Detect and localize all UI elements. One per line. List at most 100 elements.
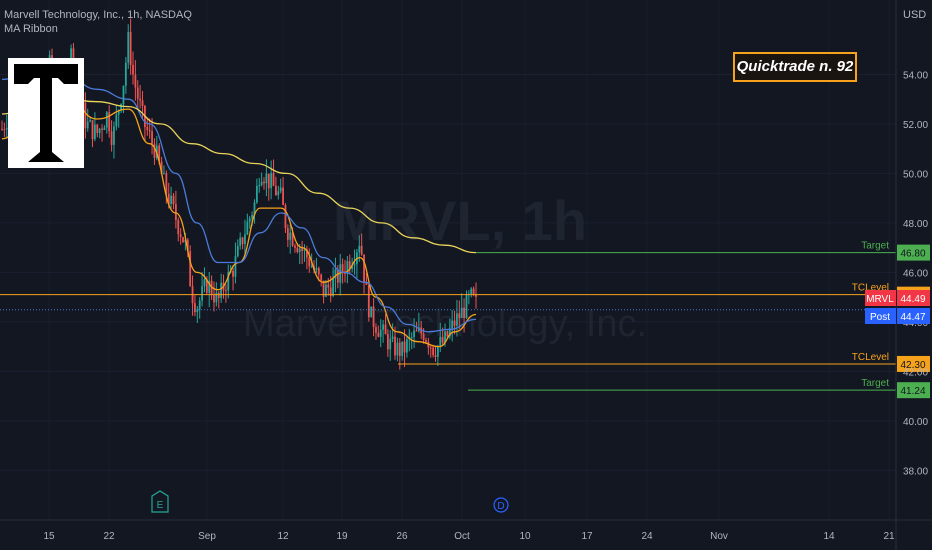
candle-body [456, 313, 458, 326]
candle-body [134, 74, 137, 88]
candle-body [224, 290, 227, 292]
candle-body [186, 239, 189, 252]
earnings-event-icon [151, 490, 169, 513]
currency-label: USD [903, 9, 927, 21]
candle-body [472, 288, 475, 295]
y-tick-label: 40.00 [903, 417, 928, 428]
candle-body [303, 249, 306, 251]
level-price-text: 42.30 [900, 360, 925, 371]
candle-body [93, 124, 96, 140]
candle-body [415, 330, 418, 332]
candle-body [317, 268, 320, 275]
candle-body [251, 214, 254, 219]
dividend-event-label: D [497, 501, 504, 512]
candle-body [139, 98, 142, 101]
candle-body [198, 300, 201, 310]
x-tick-label: 17 [581, 531, 593, 542]
level-label: Target [861, 241, 889, 252]
candle-body [3, 129, 6, 131]
price-tag-value: 44.49 [900, 294, 925, 305]
x-axis[interactable]: 15 22 Sep 12 19 26 Oct 10 17 24 Nov 14 21 [43, 531, 895, 542]
candle-body [234, 256, 237, 277]
candle-body [384, 324, 387, 335]
level-label: TCLevel [852, 283, 889, 294]
candle-body [129, 32, 132, 65]
candle-body [70, 48, 72, 65]
candle-body [396, 342, 399, 356]
candle-body [451, 320, 454, 329]
candle-body [377, 332, 380, 337]
candle-body [205, 279, 208, 293]
candle-body [422, 333, 425, 341]
candle-body [158, 145, 161, 162]
y-tick-label: 46.00 [903, 268, 928, 279]
candle-body [215, 292, 218, 303]
indicator-label[interactable]: MA Ribbon [4, 23, 58, 35]
candle-body [120, 104, 122, 111]
price-tag-name-box [865, 308, 896, 324]
candle-body [98, 128, 101, 134]
candle-body [196, 309, 199, 313]
candle-body [458, 313, 461, 318]
candle-body [260, 181, 263, 185]
candle-body [174, 204, 177, 221]
candle-body [367, 284, 370, 318]
candle-body [263, 181, 265, 184]
candle-body [86, 121, 89, 129]
level-price-text: 41.24 [900, 386, 925, 397]
level-price-text: 46.80 [900, 249, 925, 260]
candle-body [105, 112, 108, 128]
symbol-title[interactable]: Marvell Technology, Inc., 1h, NASDAQ [4, 9, 192, 21]
candle-body [325, 284, 327, 297]
candle-body [151, 131, 153, 144]
t-logo [8, 58, 84, 168]
x-tick-label: Sep [198, 531, 216, 542]
x-tick-label: 24 [641, 531, 653, 542]
candle-body [270, 173, 273, 189]
candle-body [448, 328, 451, 337]
candle-body [203, 279, 206, 287]
candle-body [441, 337, 444, 343]
candle-body [163, 173, 165, 175]
chart-header: Marvell Technology, Inc., 1h, NASDAQ MA … [4, 8, 192, 36]
candle-body [236, 245, 239, 257]
candle-body [470, 288, 473, 295]
candle-body [403, 341, 406, 353]
candle-body [136, 87, 139, 99]
candle-body [153, 143, 156, 158]
candle-body [194, 303, 196, 313]
candle-body [213, 295, 215, 303]
earnings-event-label: E [157, 500, 164, 511]
candle-body [322, 280, 325, 297]
candle-body [375, 327, 377, 333]
candle-body [115, 114, 118, 127]
candle-body [189, 251, 192, 287]
y-tick-label: 38.00 [903, 466, 928, 477]
x-tick-label: 21 [883, 531, 895, 542]
y-tick-label: 42.00 [903, 367, 928, 378]
candle-body [127, 32, 130, 63]
candle-body [253, 202, 256, 215]
candle-body [363, 254, 365, 283]
candle-body [432, 347, 435, 356]
candle-body [315, 268, 318, 270]
candle-body [232, 270, 234, 277]
candle-body [284, 205, 287, 229]
candle-body [244, 234, 246, 245]
candle-body [327, 284, 330, 288]
ma-line-fast [1, 93, 477, 348]
candle-body [227, 272, 230, 291]
candle-body [434, 355, 437, 357]
candle-body [444, 331, 446, 343]
y-tick-label: 52.00 [903, 120, 928, 131]
candle-body [351, 265, 354, 269]
candle-body [113, 126, 115, 145]
x-tick-label: 10 [519, 531, 531, 542]
candle-body [401, 341, 404, 356]
candle-body [167, 193, 170, 204]
level-price-tag [897, 355, 930, 372]
candle-body [275, 185, 277, 196]
